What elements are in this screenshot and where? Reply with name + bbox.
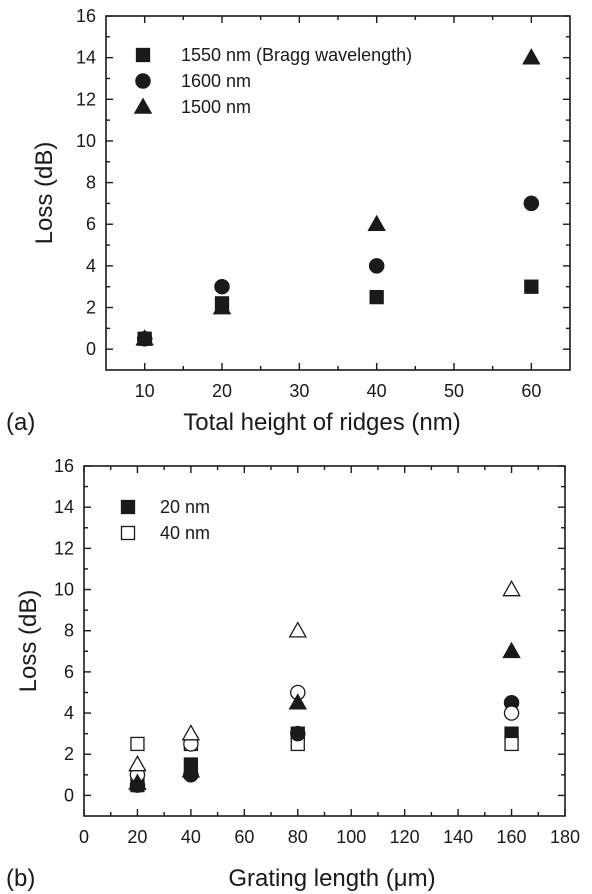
data-point (214, 278, 230, 295)
data-point (212, 298, 232, 315)
x-tick-label: 100 (336, 827, 366, 847)
x-tick-label: 0 (79, 827, 89, 847)
data-point (181, 761, 201, 778)
y-tick-label: 16 (54, 456, 74, 476)
legend-marker (120, 499, 136, 515)
data-point (288, 693, 308, 710)
x-axis-title: Total height of ridges (nm) (183, 409, 460, 436)
y-tick-label: 8 (86, 173, 96, 193)
data-point (135, 329, 154, 346)
y-tick-label: 2 (64, 744, 74, 764)
x-tick-label: 50 (444, 381, 464, 401)
legend-label: 40 nm (160, 523, 210, 543)
panel-label: (a) (6, 409, 35, 436)
y-tick-label: 16 (76, 6, 96, 26)
legend-label: 1500 nm (181, 97, 251, 117)
x-tick-label: 60 (234, 827, 254, 847)
x-tick-label: 40 (181, 827, 201, 847)
data-point (288, 621, 308, 638)
y-tick-label: 10 (76, 131, 96, 151)
y-tick-label: 2 (86, 298, 96, 318)
y-tick-label: 4 (64, 703, 74, 723)
plot-frame (83, 465, 566, 817)
y-tick-label: 10 (54, 580, 74, 600)
data-point (367, 214, 386, 232)
x-tick-label: 120 (390, 827, 420, 847)
data-point (369, 289, 384, 305)
x-tick-label: 60 (521, 381, 541, 401)
data-point (368, 258, 385, 274)
x-tick-label: 10 (135, 381, 155, 401)
y-tick-label: 14 (54, 497, 74, 517)
legend-marker (135, 73, 151, 89)
data-point (128, 773, 147, 790)
y-tick-label: 0 (86, 339, 96, 359)
data-point (522, 48, 541, 65)
y-tick-label: 0 (64, 785, 74, 805)
x-axis-title: Grating length (μm) (228, 865, 435, 892)
data-point (524, 279, 539, 294)
y-tick-label: 6 (86, 214, 96, 234)
panel-a: 0 2 4 6 8 10 12 14 16 10 20 30 40 50 60 Total height of… (6, 6, 571, 436)
y-tick-label: 6 (64, 662, 74, 682)
y-axis-title: Loss (dB) (15, 590, 42, 693)
y-tick-label: 12 (54, 538, 74, 558)
data-point (503, 705, 520, 721)
plot-frame (105, 15, 571, 371)
data-point (502, 580, 521, 597)
x-tick-label: 80 (288, 827, 308, 847)
data-point (502, 641, 521, 659)
data-point (523, 195, 540, 212)
legend-marker (135, 47, 151, 63)
x-tick-label: 160 (497, 827, 527, 847)
x-tick-label: 180 (550, 827, 580, 847)
legend-marker (120, 525, 136, 541)
y-tick-label: 8 (64, 621, 74, 641)
legend-label: 1550 nm (Bragg wavelength) (181, 45, 412, 65)
legend-marker (133, 97, 153, 114)
data-point (290, 725, 306, 742)
data-point (130, 736, 145, 752)
x-tick-label: 20 (127, 827, 147, 847)
x-tick-label: 30 (289, 381, 309, 401)
legend-label: 20 nm (160, 497, 210, 517)
data-point (504, 736, 519, 752)
legend-label: 1600 nm (181, 71, 251, 91)
x-tick-label: 140 (443, 827, 473, 847)
data-point (181, 724, 201, 741)
y-axis-title: Loss (dB) (31, 142, 58, 245)
y-tick-label: 14 (76, 48, 96, 68)
x-tick-label: 20 (212, 381, 232, 401)
y-tick-label: 12 (76, 89, 96, 109)
x-tick-label: 40 (367, 381, 387, 401)
panel-label: (b) (6, 865, 35, 892)
data-point (128, 755, 147, 772)
y-tick-label: 4 (86, 256, 96, 276)
